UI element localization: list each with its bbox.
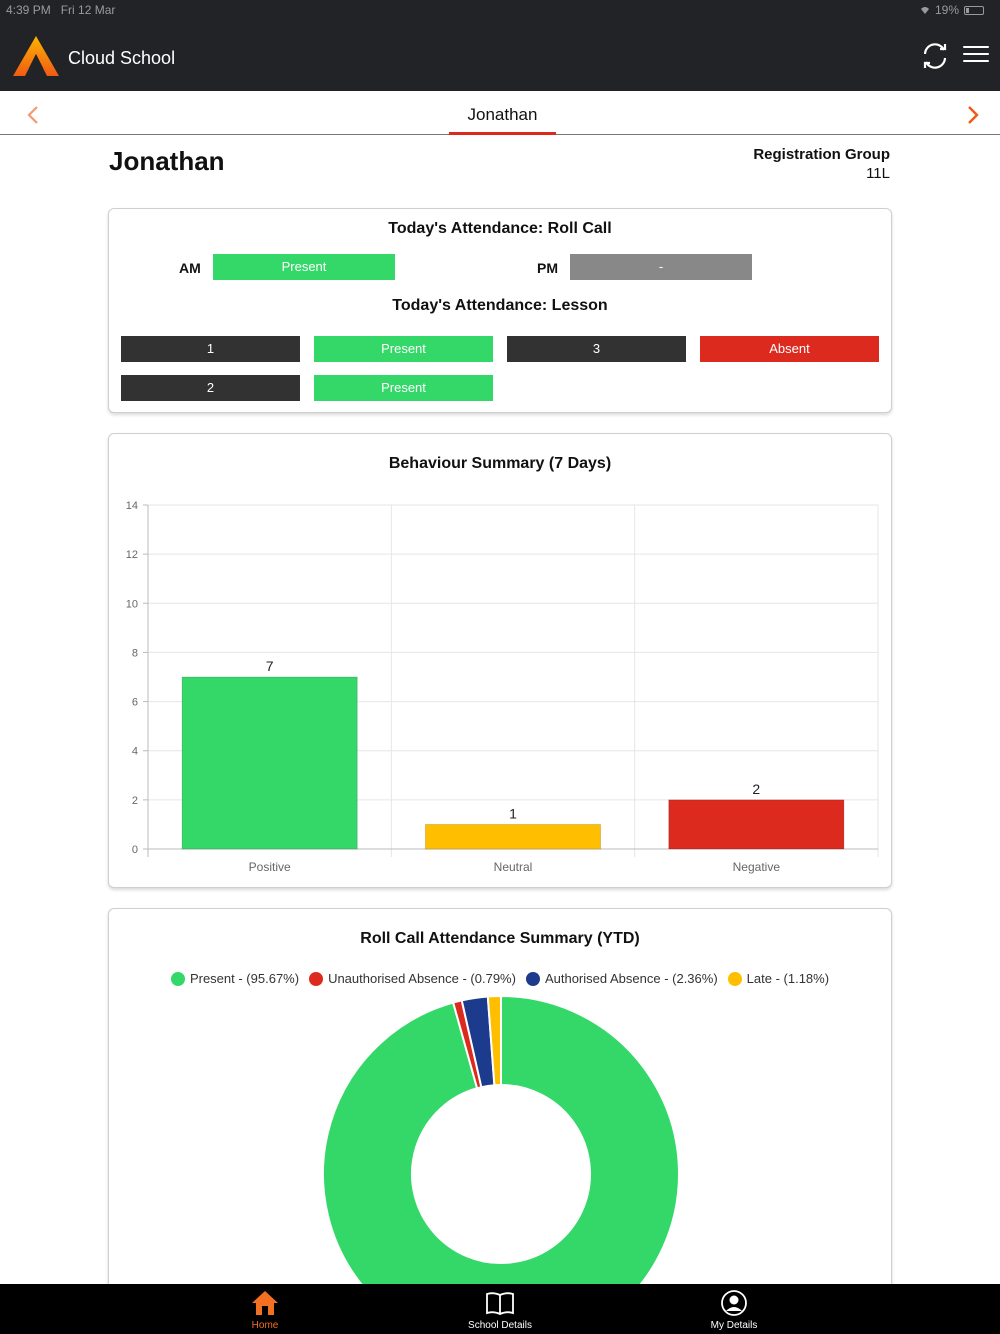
bottom-navigation: Home School Details My Details bbox=[0, 1284, 1000, 1334]
legend-label: Authorised Absence - (2.36%) bbox=[544, 971, 718, 986]
legend-swatch bbox=[727, 971, 742, 986]
am-status-badge: Present bbox=[213, 254, 395, 280]
lesson-title: Today's Attendance: Lesson bbox=[392, 297, 608, 314]
bar-value-label: 2 bbox=[752, 781, 760, 797]
donut-slice bbox=[322, 994, 680, 1328]
x-category-label: Neutral bbox=[494, 860, 533, 874]
home-icon bbox=[252, 1291, 278, 1315]
y-tick-label: 6 bbox=[132, 697, 138, 709]
book-icon bbox=[486, 1292, 514, 1315]
battery-icon bbox=[964, 5, 984, 15]
status-time: 4:39 PM bbox=[6, 3, 51, 17]
nav-my-details[interactable]: My Details bbox=[674, 1284, 794, 1334]
status-indicators: 19% bbox=[920, 3, 984, 17]
am-label: AM bbox=[179, 260, 201, 276]
legend-label: Late - (1.18%) bbox=[746, 971, 830, 986]
lesson-period: 2 bbox=[121, 375, 300, 401]
chevron-right-icon[interactable] bbox=[962, 103, 984, 127]
x-category-label: Positive bbox=[249, 860, 291, 874]
legend-label: Present - (95.67%) bbox=[189, 971, 300, 986]
nav-home-label: Home bbox=[251, 1320, 279, 1331]
status-time-date: 4:39 PM Fri 12 Mar bbox=[6, 3, 115, 17]
behaviour-card: Behaviour Summary (7 Days) 0 2 4 6 8 10 12 14 7 P… bbox=[108, 433, 892, 888]
user-circle-icon bbox=[721, 1290, 747, 1316]
y-tick-label: 14 bbox=[126, 500, 138, 512]
legend-label: Unauthorised Absence - (0.79%) bbox=[328, 971, 516, 986]
student-switcher: Jonathan bbox=[0, 91, 1000, 135]
behaviour-title: Behaviour Summary (7 Days) bbox=[388, 455, 612, 472]
y-tick-label: 12 bbox=[126, 549, 138, 561]
y-tick-label: 4 bbox=[132, 746, 138, 758]
nav-school-details-label: School Details bbox=[468, 1320, 532, 1331]
pm-label: PM bbox=[537, 260, 558, 276]
y-tick-label: 10 bbox=[126, 598, 138, 610]
tab-current-student[interactable]: Jonathan bbox=[449, 91, 556, 135]
y-tick-label: 8 bbox=[132, 647, 138, 659]
chevron-left-icon[interactable] bbox=[22, 103, 44, 127]
lesson-status-badge: Present bbox=[314, 375, 493, 401]
bar-positive bbox=[181, 676, 358, 850]
registration-group-value: 11L bbox=[866, 165, 890, 182]
legend-item: Late - (1.18%) bbox=[727, 971, 830, 986]
lesson-status-badge: Absent bbox=[700, 336, 879, 362]
nav-my-details-label: My Details bbox=[710, 1320, 758, 1331]
status-date: Fri 12 Mar bbox=[60, 3, 116, 17]
lesson-period: 1 bbox=[121, 336, 300, 362]
nav-school-details[interactable]: School Details bbox=[440, 1284, 560, 1334]
legend-item: Present - (95.67%) bbox=[170, 971, 300, 986]
behaviour-bar-chart: 0 2 4 6 8 10 12 14 7 Positive 1 Neutral 2 Negative bbox=[126, 500, 879, 874]
cloud-school-logo-icon bbox=[13, 36, 59, 76]
legend-swatch bbox=[525, 971, 540, 986]
wifi-icon bbox=[920, 7, 929, 14]
battery-percent: 19% bbox=[934, 3, 959, 17]
app-title: Cloud School bbox=[68, 48, 176, 68]
attendance-summary-title: Roll Call Attendance Summary (YTD) bbox=[360, 930, 640, 947]
lesson-period: 3 bbox=[507, 336, 686, 362]
legend-swatch bbox=[309, 971, 324, 986]
bar-value-label: 1 bbox=[509, 805, 517, 821]
legend-item: Authorised Absence - (2.36%) bbox=[525, 971, 718, 986]
x-category-label: Negative bbox=[733, 860, 781, 874]
nav-home[interactable]: Home bbox=[205, 1284, 325, 1334]
bar-neutral bbox=[424, 823, 602, 850]
status-bar: 4:39 PM Fri 12 Mar 19% bbox=[0, 0, 1000, 20]
attendance-summary-card: Roll Call Attendance Summary (YTD) Prese… bbox=[108, 908, 892, 1328]
pm-status-badge: - bbox=[570, 254, 752, 280]
y-tick-label: 2 bbox=[132, 795, 138, 807]
bar-value-label: 7 bbox=[266, 658, 274, 674]
app-header: 4:39 PM Fri 12 Mar 19% Cloud School bbox=[0, 0, 1000, 91]
attendance-donut-chart bbox=[322, 994, 680, 1328]
student-name: Jonathan bbox=[109, 146, 225, 176]
refresh-icon[interactable] bbox=[919, 41, 951, 71]
legend-item: Unauthorised Absence - (0.79%) bbox=[309, 971, 516, 986]
legend-swatch bbox=[170, 971, 185, 986]
roll-call-title: Today's Attendance: Roll Call bbox=[388, 220, 612, 237]
hamburger-menu-icon[interactable] bbox=[963, 46, 989, 66]
attendance-card: Today's Attendance: Roll Call AM Present… bbox=[108, 208, 892, 413]
registration-group-label: Registration Group bbox=[753, 146, 890, 163]
donut-slice bbox=[486, 994, 502, 1087]
bar-negative bbox=[668, 799, 845, 850]
pie-legend: Present - (95.67%) Unauthorised Absence -… bbox=[109, 971, 891, 986]
y-tick-label: 0 bbox=[132, 844, 138, 856]
lesson-status-badge: Present bbox=[314, 336, 493, 362]
